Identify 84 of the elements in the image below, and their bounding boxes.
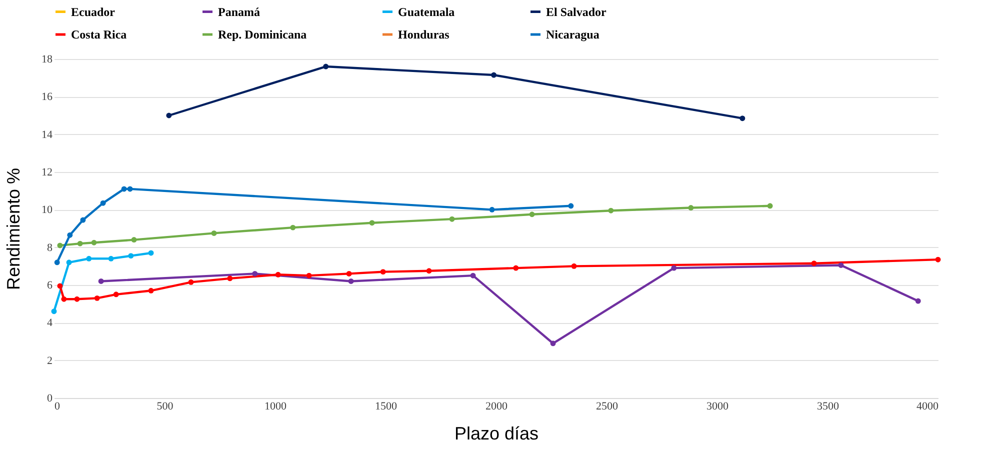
y-tick-label: 8 bbox=[47, 242, 53, 254]
legend-label: Ecuador bbox=[71, 4, 116, 19]
y-tick-label: 0 bbox=[47, 392, 53, 404]
point bbox=[100, 200, 106, 206]
point bbox=[470, 272, 476, 278]
legend-label: Rep. Dominicana bbox=[218, 28, 307, 42]
x-tick-label: 1000 bbox=[264, 400, 287, 412]
y-tick-label: 6 bbox=[47, 280, 53, 292]
point bbox=[275, 272, 281, 278]
legend-label: Honduras bbox=[398, 28, 450, 42]
point bbox=[550, 340, 556, 346]
point bbox=[491, 72, 497, 78]
y-tick-label: 18 bbox=[42, 54, 53, 66]
point bbox=[346, 270, 352, 276]
x-tick-label: 2500 bbox=[596, 400, 618, 412]
point bbox=[131, 237, 137, 243]
point bbox=[86, 256, 92, 262]
point bbox=[108, 256, 114, 262]
point bbox=[77, 240, 83, 246]
point bbox=[380, 269, 386, 275]
point bbox=[80, 217, 86, 223]
point bbox=[66, 260, 72, 266]
point bbox=[127, 186, 133, 192]
point bbox=[571, 263, 577, 269]
legend-label: Panamá bbox=[218, 4, 260, 19]
y-tick-label: 2 bbox=[47, 354, 52, 367]
point bbox=[121, 186, 127, 192]
point bbox=[67, 232, 73, 238]
legend-label: Guatemala bbox=[398, 4, 455, 19]
y-tick-label: 4 bbox=[47, 317, 53, 330]
point bbox=[188, 279, 194, 285]
point bbox=[740, 116, 746, 122]
point bbox=[98, 278, 104, 284]
point bbox=[688, 205, 694, 211]
x-tick-label: 3500 bbox=[817, 400, 840, 412]
point bbox=[148, 250, 154, 256]
x-axis-title: Plazo días bbox=[454, 424, 539, 444]
point bbox=[290, 224, 296, 230]
x-tick-label: 500 bbox=[156, 400, 174, 412]
legend-label: El Salvador bbox=[546, 4, 608, 19]
point bbox=[306, 272, 312, 278]
point bbox=[57, 283, 63, 289]
point bbox=[513, 265, 519, 271]
point bbox=[915, 298, 921, 304]
point bbox=[54, 260, 60, 266]
point bbox=[568, 203, 574, 209]
y-tick-label: 12 bbox=[42, 166, 52, 178]
legend-label: Costa Rica bbox=[71, 28, 127, 42]
point bbox=[348, 278, 354, 284]
point bbox=[935, 256, 941, 262]
x-tick-label: 0 bbox=[54, 400, 60, 412]
point bbox=[369, 220, 375, 226]
point bbox=[671, 265, 677, 271]
y-tick-label: 10 bbox=[42, 204, 53, 216]
point bbox=[608, 208, 614, 214]
x-tick-label: 4000 bbox=[916, 400, 939, 412]
point bbox=[51, 308, 57, 314]
point bbox=[252, 270, 258, 276]
point bbox=[449, 216, 455, 222]
point bbox=[838, 262, 844, 268]
point bbox=[767, 203, 773, 209]
point bbox=[74, 296, 80, 302]
x-tick-label: 2000 bbox=[486, 400, 508, 412]
legend-label: Nicaragua bbox=[546, 28, 600, 42]
point bbox=[94, 295, 100, 301]
point bbox=[227, 276, 233, 282]
x-tick-label: 1500 bbox=[375, 400, 398, 412]
point bbox=[426, 268, 432, 274]
y-tick-label: 16 bbox=[42, 91, 53, 104]
point bbox=[211, 230, 217, 236]
point bbox=[811, 260, 817, 266]
y-axis-title: Rendimiento % bbox=[4, 168, 24, 290]
point bbox=[166, 112, 172, 118]
x-tick-label: 3000 bbox=[706, 400, 729, 412]
point bbox=[91, 240, 97, 246]
point bbox=[61, 296, 67, 302]
point bbox=[323, 64, 329, 70]
point bbox=[489, 206, 495, 212]
y-tick-label: 14 bbox=[42, 128, 53, 141]
point bbox=[128, 253, 134, 259]
point bbox=[57, 242, 63, 248]
point bbox=[113, 292, 119, 298]
point bbox=[148, 288, 154, 294]
point bbox=[529, 212, 535, 218]
